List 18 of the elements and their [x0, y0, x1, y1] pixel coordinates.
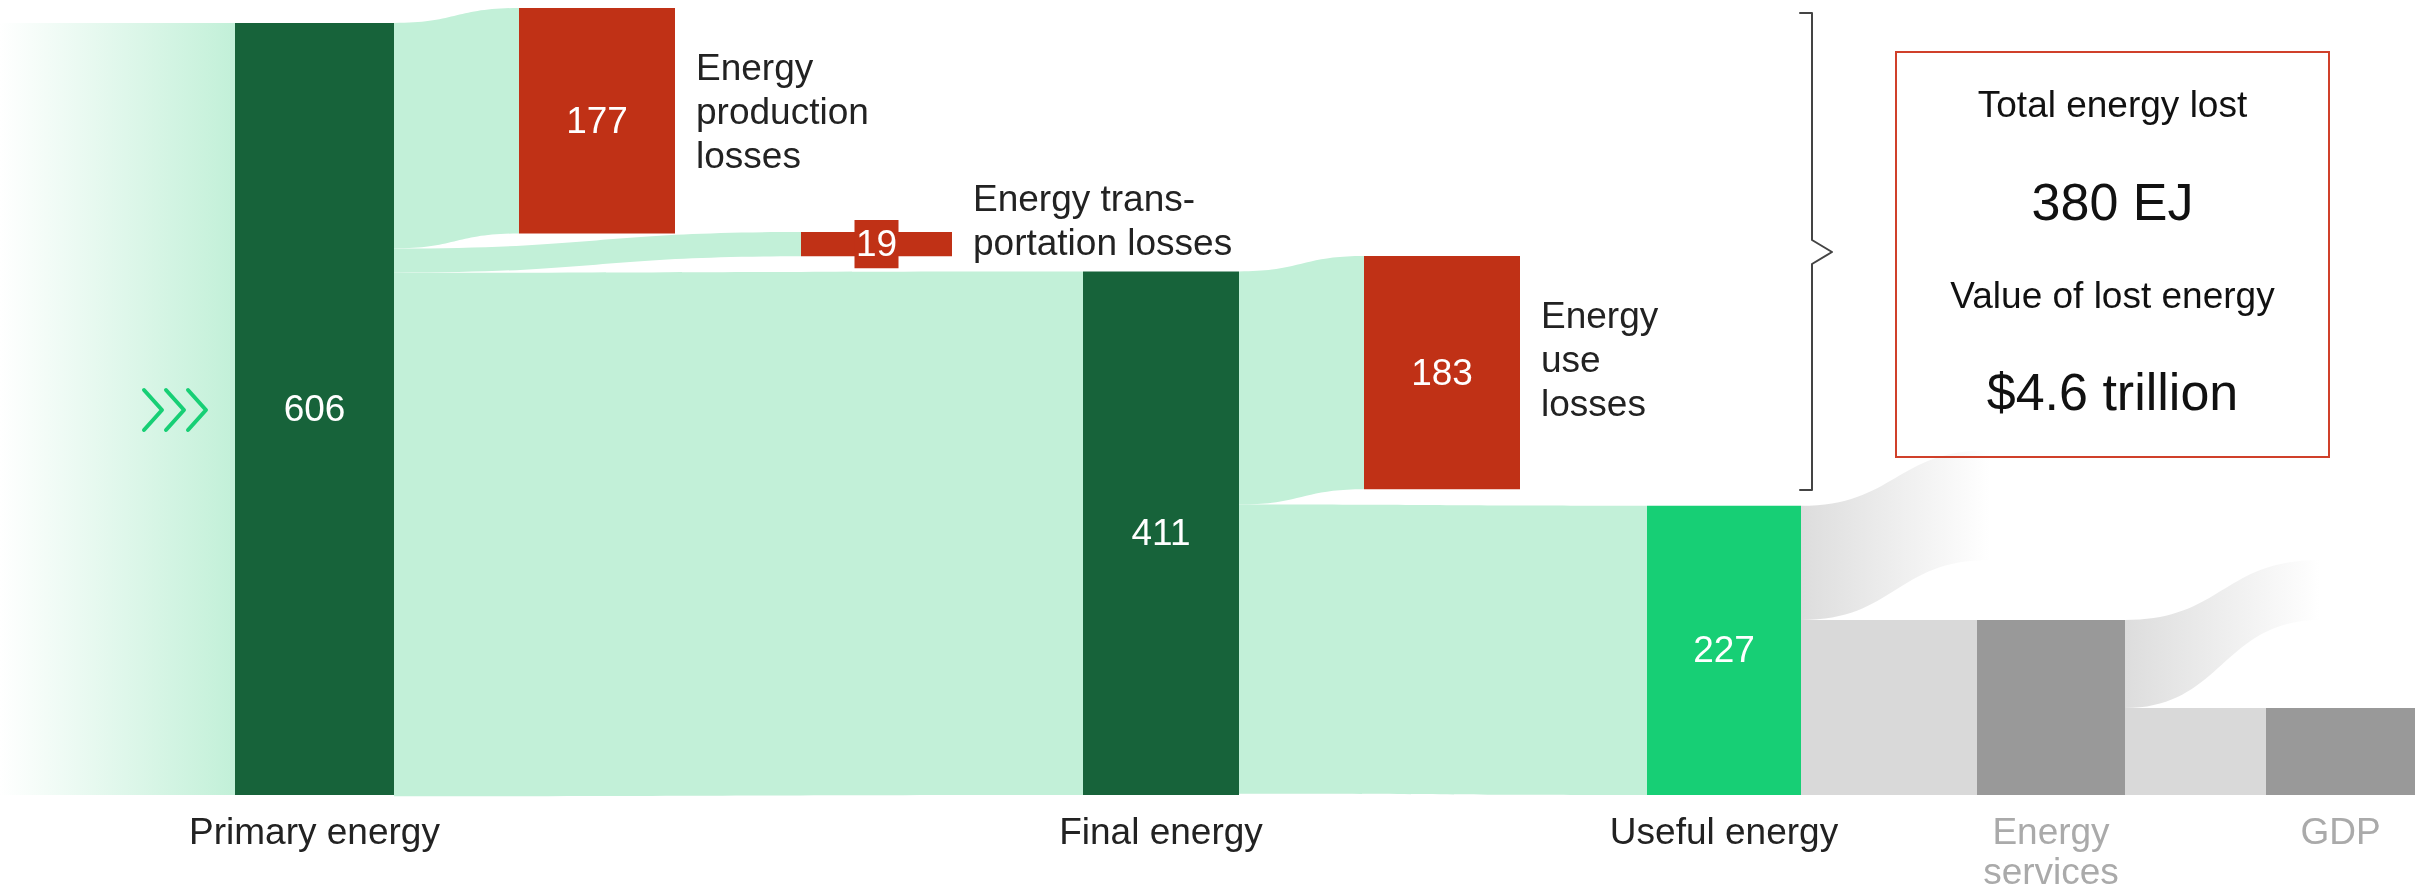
data-label: 606 [283, 388, 346, 431]
text: Value of lost energy [1949, 275, 2276, 317]
category-label: Energy production losses [696, 46, 870, 178]
category-label: Useful energy [1608, 811, 1840, 852]
category-label: GDP [2299, 811, 2382, 852]
category-label: Energy services [1982, 811, 2120, 892]
category-label: Energy use losses [1541, 294, 1660, 426]
text: 380 EJ [2030, 172, 2195, 232]
text: $4.6 trillion [1985, 362, 2240, 422]
category-label: Final energy [1058, 811, 1264, 852]
data-label: 19 [855, 223, 898, 266]
data-label: 183 [1411, 351, 1473, 394]
data-label: 411 [1131, 512, 1191, 555]
category-label: Energy trans-portation losses [973, 177, 1234, 265]
category-label: Primary energy [188, 811, 441, 852]
text: Total energy lost [1976, 84, 2249, 126]
data-label: 177 [566, 99, 628, 142]
data-label: 227 [1693, 629, 1755, 672]
